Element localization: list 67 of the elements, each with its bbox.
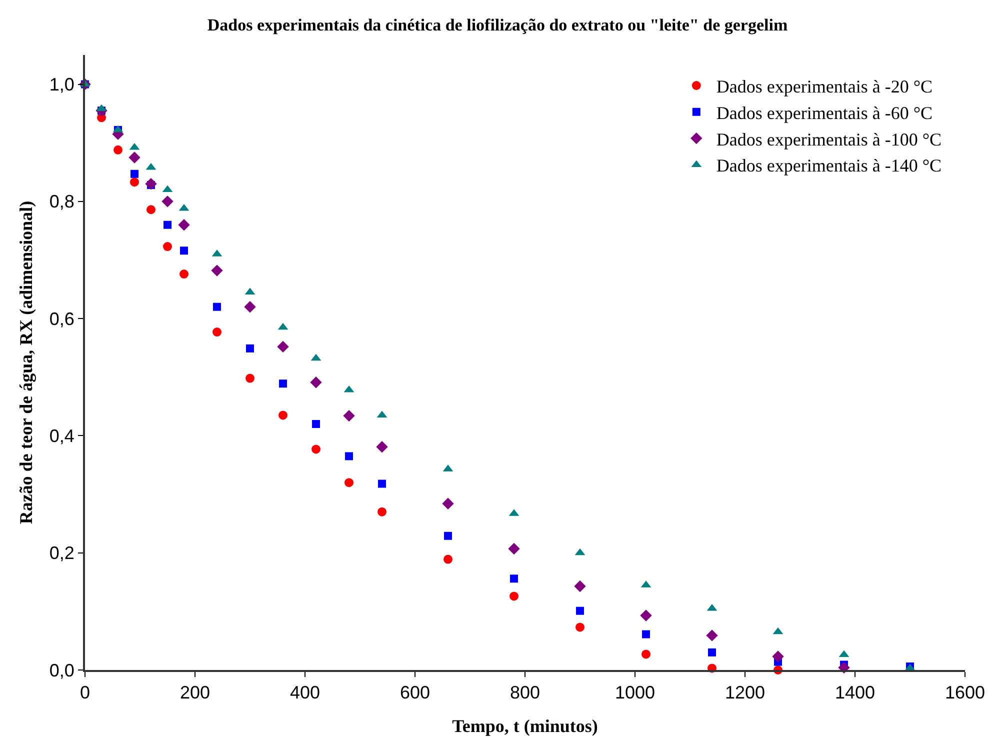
point bbox=[312, 444, 320, 454]
point bbox=[145, 178, 157, 190]
x-tick-label: 1600 bbox=[944, 682, 986, 703]
point bbox=[312, 420, 320, 428]
point bbox=[376, 440, 388, 453]
point bbox=[378, 507, 386, 516]
point bbox=[212, 328, 222, 337]
point bbox=[278, 410, 288, 420]
point bbox=[310, 376, 322, 388]
point bbox=[576, 606, 584, 615]
x-axis-title: Tempo, t (minutos) bbox=[452, 716, 598, 736]
y-tick-label: 1,0 bbox=[49, 74, 74, 95]
point bbox=[344, 478, 354, 488]
point bbox=[162, 196, 174, 208]
point bbox=[508, 542, 520, 555]
y-tick-label: 0,4 bbox=[49, 426, 74, 446]
point bbox=[442, 498, 454, 510]
point bbox=[246, 374, 254, 383]
point bbox=[277, 340, 289, 353]
point bbox=[114, 145, 122, 154]
point bbox=[146, 205, 156, 214]
x-tick-label: 400 bbox=[290, 682, 320, 703]
y-tick-label: 0,8 bbox=[49, 192, 74, 212]
point bbox=[576, 622, 584, 632]
legend-label: Dados experimentais à -60 °C bbox=[716, 102, 933, 123]
point bbox=[345, 452, 353, 460]
point bbox=[574, 580, 586, 592]
point bbox=[343, 410, 355, 422]
point bbox=[706, 630, 718, 642]
y-tick-label: 0,2 bbox=[49, 543, 74, 564]
point bbox=[244, 301, 256, 313]
point bbox=[510, 574, 518, 583]
point bbox=[444, 554, 452, 564]
point bbox=[708, 648, 716, 656]
x-tick-label: 1200 bbox=[724, 682, 766, 703]
x-tick-label: 800 bbox=[510, 682, 540, 703]
legend-label: Dados experimentais à -140 °C bbox=[716, 156, 942, 176]
point bbox=[130, 170, 138, 178]
x-tick-label: 600 bbox=[400, 682, 430, 703]
point bbox=[128, 152, 140, 164]
point bbox=[163, 242, 172, 252]
point bbox=[378, 480, 386, 488]
x-tick-label: 1400 bbox=[834, 682, 876, 703]
point bbox=[772, 650, 784, 662]
point bbox=[180, 270, 188, 279]
point bbox=[642, 650, 650, 659]
point bbox=[164, 220, 172, 229]
y-tick-label: 0,6 bbox=[49, 308, 74, 329]
point bbox=[180, 246, 188, 255]
point bbox=[279, 380, 287, 388]
point bbox=[246, 344, 254, 352]
point bbox=[640, 610, 652, 622]
legend-label: Dados experimentais à -20 °C bbox=[716, 76, 933, 97]
chart-title: Dados experimentais da cinética de liofilização do extrato ou "leite" de gergelim bbox=[207, 15, 788, 34]
y-tick-label: 0,0 bbox=[49, 660, 74, 680]
point bbox=[178, 219, 190, 231]
legend-label: Dados experimentais à -100 °C bbox=[716, 129, 942, 150]
point bbox=[510, 592, 518, 601]
point bbox=[130, 178, 139, 187]
x-tick-label: 1000 bbox=[614, 682, 656, 703]
x-tick-label: 0 bbox=[80, 682, 90, 703]
y-axis-title: Razão de teor de água, RX (adimensional) bbox=[16, 200, 36, 524]
point bbox=[213, 302, 221, 311]
point bbox=[444, 532, 452, 540]
x-tick-label: 200 bbox=[180, 682, 210, 703]
point bbox=[642, 630, 650, 638]
point bbox=[211, 264, 223, 276]
